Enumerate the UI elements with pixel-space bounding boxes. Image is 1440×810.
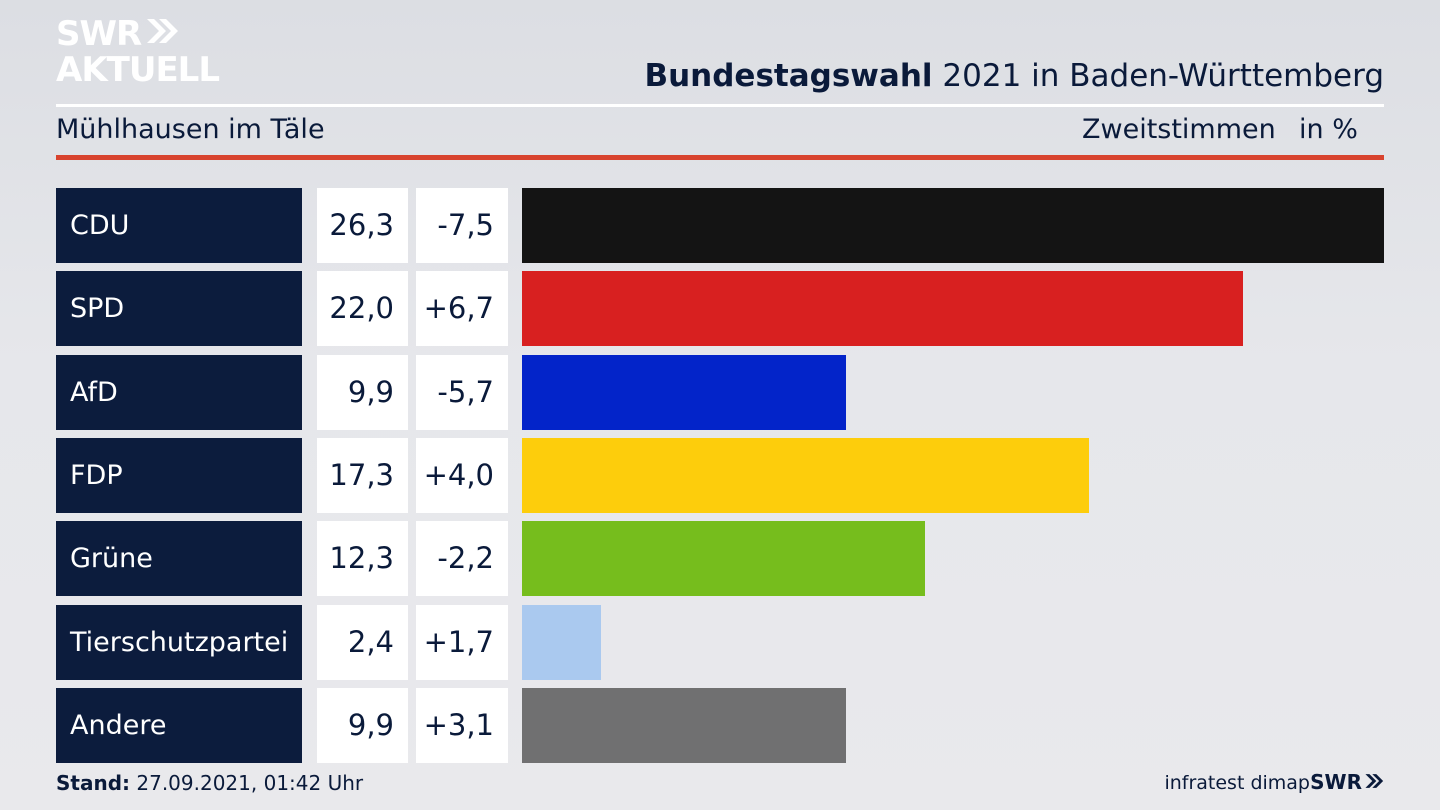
header-divider bbox=[56, 104, 1384, 107]
unit-label: in % bbox=[1299, 114, 1358, 145]
page-title: Bundestagswahl 2021 in Baden-Württemberg bbox=[644, 58, 1384, 94]
vote-change-value: -2,2 bbox=[416, 521, 508, 597]
vote-change-value: +6,7 bbox=[416, 271, 508, 347]
bar-spd bbox=[522, 271, 1244, 347]
timestamp: Stand: 27.09.2021, 01:42 Uhr bbox=[56, 771, 363, 795]
party-label: AfD bbox=[56, 354, 302, 430]
logo-text-swr: SWR bbox=[56, 14, 142, 54]
vote-share-value: 17,3 bbox=[317, 437, 408, 513]
vote-share-value: 9,9 bbox=[317, 687, 408, 763]
title-bold: Bundestagswahl bbox=[644, 58, 933, 94]
result-row: Tierschutzpartei 2,4 +1,7 bbox=[56, 604, 1384, 680]
vote-change-value: +1,7 bbox=[416, 604, 508, 680]
result-row: CDU 26,3 -7,5 bbox=[56, 188, 1384, 263]
footer-chevron-icon bbox=[1364, 770, 1384, 794]
bar-tierschutzpartei bbox=[522, 604, 601, 680]
bar-cdu bbox=[522, 188, 1384, 263]
vote-change-value: -7,5 bbox=[416, 188, 508, 263]
result-row: Grüne 12,3 -2,2 bbox=[56, 521, 1384, 597]
bar-fdp bbox=[522, 437, 1090, 513]
party-label: SPD bbox=[56, 271, 302, 347]
result-row: SPD 22,0 +6,7 bbox=[56, 271, 1384, 347]
logo-text-aktuell: AKTUELL bbox=[56, 50, 220, 90]
double-chevron-icon bbox=[145, 16, 179, 52]
metric-label: Zweitstimmen bbox=[1082, 114, 1276, 145]
vote-share-value: 2,4 bbox=[317, 604, 408, 680]
party-label: FDP bbox=[56, 437, 302, 513]
swr-footer-logo: SWR bbox=[1310, 770, 1384, 794]
location-label: Mühlhausen im Täle bbox=[56, 114, 325, 145]
bar-andere bbox=[522, 687, 847, 763]
result-row: FDP 17,3 +4,0 bbox=[56, 437, 1384, 513]
party-label: Grüne bbox=[56, 521, 302, 597]
result-row: Andere 9,9 +3,1 bbox=[56, 687, 1384, 763]
vote-share-value: 12,3 bbox=[317, 521, 408, 597]
party-label: Tierschutzpartei bbox=[56, 604, 302, 680]
stand-label: Stand: bbox=[56, 771, 131, 795]
party-label: Andere bbox=[56, 687, 302, 763]
vote-change-value: +3,1 bbox=[416, 687, 508, 763]
vote-share-value: 22,0 bbox=[317, 271, 408, 347]
result-row: AfD 9,9 -5,7 bbox=[56, 354, 1384, 430]
vote-change-value: -5,7 bbox=[416, 354, 508, 430]
vote-change-value: +4,0 bbox=[416, 437, 508, 513]
party-label: CDU bbox=[56, 188, 302, 263]
vote-share-value: 9,9 bbox=[317, 354, 408, 430]
swr-aktuell-logo: SWR AKTUELL bbox=[56, 14, 220, 90]
source-label: infratest dimap bbox=[1164, 772, 1310, 794]
accent-divider bbox=[56, 155, 1384, 160]
stand-value: 27.09.2021, 01:42 Uhr bbox=[130, 771, 364, 795]
title-rest: 2021 in Baden-Württemberg bbox=[932, 58, 1384, 94]
footer-logo-text: SWR bbox=[1310, 770, 1362, 794]
bar-afd bbox=[522, 354, 847, 430]
bar-grüne bbox=[522, 521, 926, 597]
vote-share-value: 26,3 bbox=[317, 188, 408, 263]
